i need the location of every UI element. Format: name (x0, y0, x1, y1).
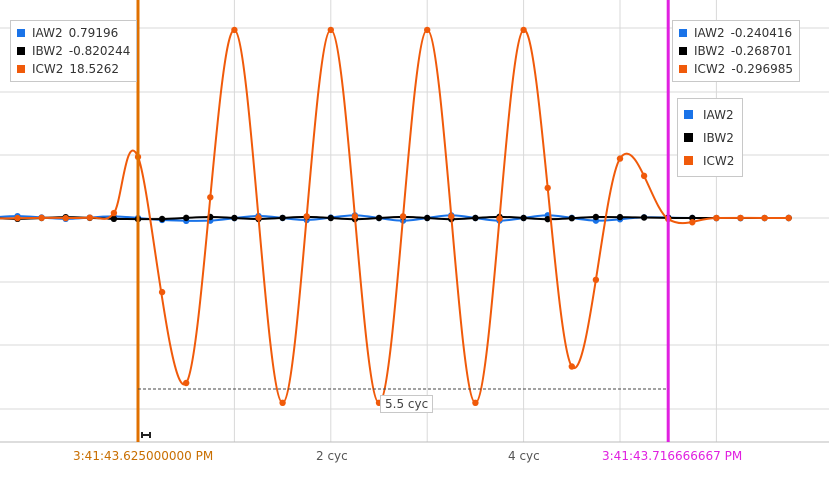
x-tick-label: 4 cyc (508, 449, 540, 463)
data-point-icw2[interactable] (399, 213, 407, 220)
series-legend[interactable]: IAW2 IBW2 ICW2 (677, 98, 744, 177)
data-point-icw2[interactable] (713, 214, 720, 222)
data-point-ibw2[interactable] (183, 214, 190, 222)
right-cursor-time-label[interactable]: 3:41:43.716666667 PM (602, 449, 743, 463)
data-point-ibw2[interactable] (640, 214, 648, 221)
data-point-ibw2[interactable] (520, 214, 527, 222)
data-point-ibw2[interactable] (568, 214, 575, 222)
ibw2-swatch (17, 47, 25, 55)
iaw2-swatch (679, 29, 687, 37)
data-point-icw2[interactable] (785, 214, 792, 222)
data-point-ibw2[interactable] (110, 215, 118, 223)
data-point-icw2[interactable] (183, 379, 190, 387)
ibw2-swatch (684, 133, 693, 142)
data-point-icw2[interactable] (110, 209, 118, 217)
iaw2-swatch (17, 29, 25, 37)
data-point-icw2[interactable] (737, 214, 744, 222)
icw2-label: ICW2 (694, 62, 726, 76)
data-point-icw2[interactable] (279, 399, 286, 406)
data-point-icw2[interactable] (327, 26, 334, 34)
ibw2-label: IBW2 (703, 130, 734, 145)
iaw2-swatch (684, 110, 693, 119)
cursor-values-right: IAW2 -0.240416 IBW2 -0.268701 ICW2 -0.29… (672, 20, 801, 82)
data-point-icw2[interactable] (303, 213, 310, 220)
data-point-ibw2[interactable] (375, 214, 383, 222)
legend-row-iaw2: IAW2 0.79196 (17, 24, 130, 42)
data-point-icw2[interactable] (616, 155, 624, 162)
iaw2-label: IAW2 (32, 26, 63, 40)
data-point-icw2[interactable] (158, 288, 166, 296)
data-point-ibw2[interactable] (544, 215, 551, 223)
data-point-icw2[interactable] (207, 194, 214, 201)
legend-row-icw2: ICW2 18.5262 (17, 60, 130, 78)
iaw2-value: -0.240416 (730, 26, 793, 40)
data-point-icw2[interactable] (592, 276, 600, 284)
legend-item-iaw2[interactable]: IAW2 (684, 103, 734, 126)
data-point-icw2[interactable] (255, 214, 262, 221)
ibw2-label: IBW2 (32, 44, 63, 58)
data-point-ibw2[interactable] (592, 213, 600, 221)
data-point-icw2[interactable] (689, 219, 696, 226)
cursor-values-left: IAW2 0.79196 IBW2 -0.820244 ICW2 18.5262 (10, 20, 138, 82)
data-point-icw2[interactable] (351, 213, 359, 220)
cursor-delta-label: 5.5 cyc (380, 395, 434, 413)
data-point-ibw2[interactable] (424, 214, 431, 222)
icw2-swatch (17, 65, 25, 73)
data-point-icw2[interactable] (520, 26, 527, 34)
legend-row-iaw2-right: IAW2 -0.240416 (679, 24, 793, 42)
ibw2-label: IBW2 (694, 44, 725, 58)
icw2-label: ICW2 (703, 153, 735, 168)
data-point-ibw2[interactable] (616, 213, 624, 221)
data-point-icw2[interactable] (761, 214, 768, 222)
icw2-swatch (684, 156, 693, 165)
legend-item-icw2[interactable]: ICW2 (684, 149, 734, 172)
data-point-icw2[interactable] (86, 214, 94, 221)
x-tick-label: 2 cyc (316, 449, 348, 463)
legend-item-ibw2[interactable]: IBW2 (684, 126, 734, 149)
ibw2-value: -0.268701 (730, 44, 793, 58)
data-point-icw2[interactable] (496, 215, 503, 222)
data-point-icw2[interactable] (568, 363, 575, 370)
data-point-icw2[interactable] (448, 213, 455, 220)
data-point-ibw2[interactable] (158, 215, 166, 223)
data-point-icw2[interactable] (640, 172, 648, 180)
icw2-value: -0.296985 (731, 62, 794, 76)
ibw2-swatch (679, 47, 687, 55)
iaw2-value: 0.79196 (68, 26, 119, 40)
icw2-value: 18.5262 (69, 62, 120, 76)
icw2-label: ICW2 (32, 62, 64, 76)
cursor-marker-icon[interactable] (141, 432, 151, 438)
data-point-icw2[interactable] (62, 214, 69, 222)
ibw2-value: -0.820244 (68, 44, 131, 58)
data-point-ibw2[interactable] (279, 214, 286, 222)
data-point-ibw2[interactable] (472, 214, 479, 222)
data-point-icw2[interactable] (231, 26, 238, 34)
legend-row-ibw2-right: IBW2 -0.268701 (679, 42, 793, 60)
legend-row-ibw2: IBW2 -0.820244 (17, 42, 130, 60)
iaw2-label: IAW2 (703, 107, 734, 122)
data-point-icw2[interactable] (38, 214, 45, 222)
left-cursor-time-label[interactable]: 3:41:43.625000000 PM (73, 449, 214, 463)
legend-row-icw2-right: ICW2 -0.296985 (679, 60, 793, 78)
data-point-icw2[interactable] (424, 26, 431, 34)
data-point-ibw2[interactable] (327, 214, 334, 222)
data-point-icw2[interactable] (472, 399, 479, 406)
data-point-icw2[interactable] (14, 214, 21, 222)
iaw2-label: IAW2 (694, 26, 725, 40)
data-point-icw2[interactable] (544, 184, 551, 192)
data-point-ibw2[interactable] (231, 214, 238, 222)
icw2-swatch (679, 65, 687, 73)
